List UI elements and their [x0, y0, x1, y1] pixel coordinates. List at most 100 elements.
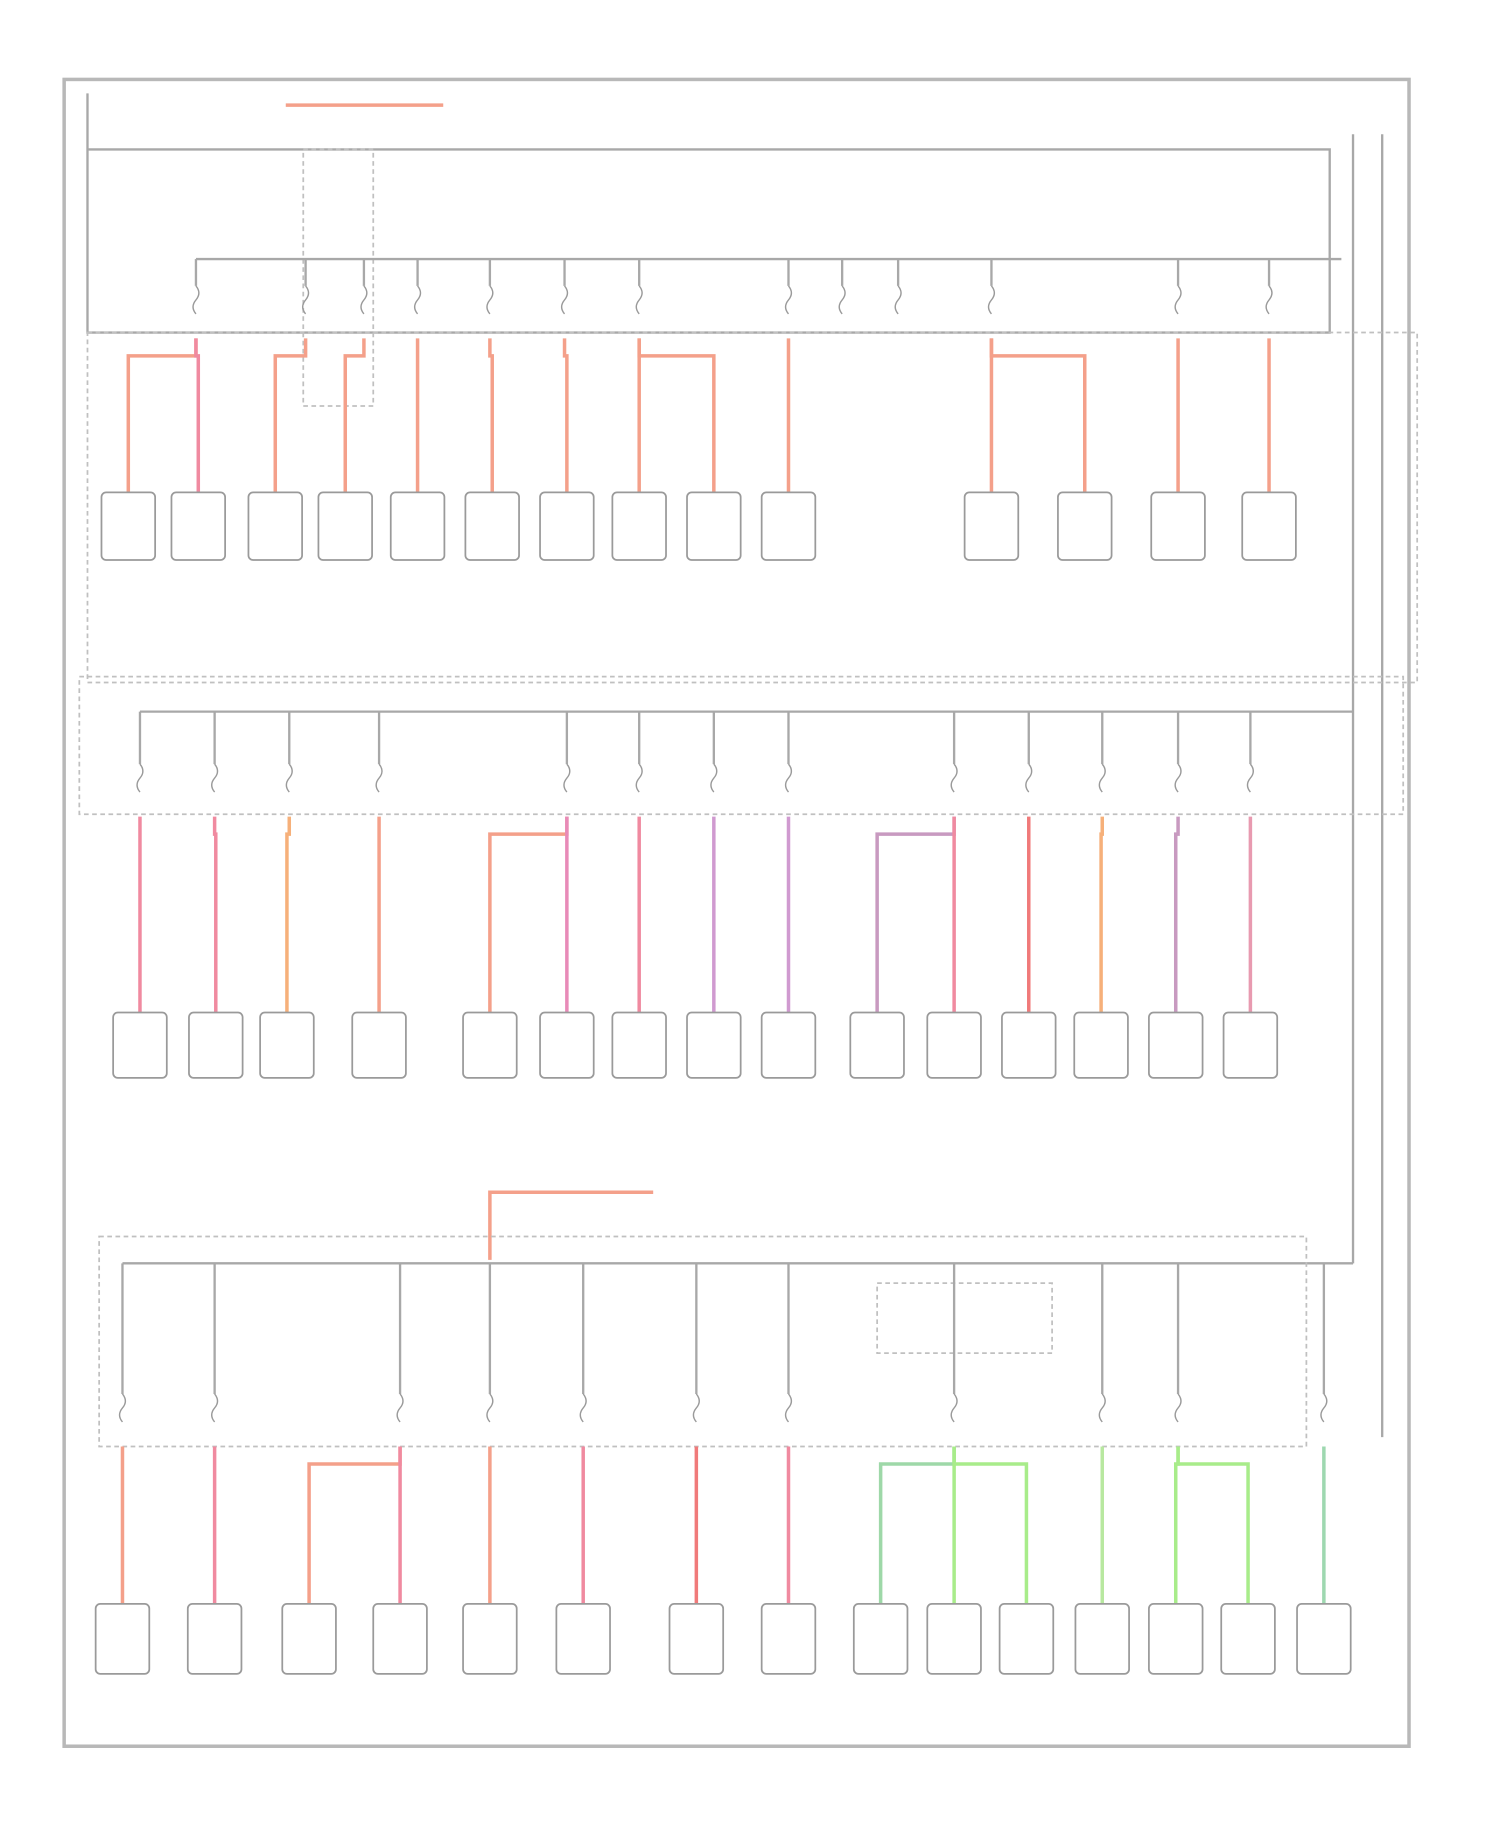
wire: [273, 338, 308, 493]
fuse: [486, 1393, 494, 1423]
component: [351, 1011, 407, 1079]
component: [555, 1603, 611, 1675]
fuse: [710, 763, 718, 793]
fuse: [784, 285, 793, 315]
fuse: [950, 763, 958, 793]
component: [760, 1011, 817, 1079]
component: [611, 1011, 667, 1079]
fuse: [413, 285, 422, 315]
fuse: [635, 763, 643, 793]
battery-feed: [86, 93, 1331, 334]
fuse: [1265, 285, 1273, 315]
fuse: [211, 763, 219, 793]
fuse: [950, 1393, 958, 1423]
component: [112, 1011, 168, 1079]
component: [1148, 1011, 1204, 1079]
wire: [194, 338, 201, 493]
fuse: [1174, 285, 1182, 315]
fuse-block: [86, 331, 1419, 684]
component: [462, 1011, 518, 1079]
component: [1148, 1603, 1204, 1675]
relay-outline: [302, 148, 375, 407]
wire: [952, 1446, 1029, 1604]
fuse: [1246, 763, 1255, 793]
component: [668, 1603, 725, 1675]
wire: [1099, 816, 1105, 1013]
component: [100, 491, 157, 561]
wire: [878, 1446, 956, 1604]
component: [462, 1603, 518, 1675]
diagram-frame: [62, 77, 1411, 1748]
component: [760, 491, 817, 561]
wire: [1176, 1446, 1250, 1604]
fuse: [136, 763, 144, 793]
wire: [562, 338, 569, 493]
fuse: [560, 285, 569, 315]
component: [963, 491, 1020, 561]
fuse: [375, 763, 383, 793]
component: [1057, 491, 1113, 561]
component: [247, 491, 303, 561]
component: [372, 1603, 428, 1675]
fuse-block: [98, 1235, 1308, 1448]
fuse: [301, 285, 310, 315]
component: [94, 1603, 151, 1675]
component: [852, 1603, 909, 1675]
wire: [307, 1446, 402, 1604]
wire: [285, 816, 292, 1013]
fuse: [563, 763, 571, 793]
fuse: [692, 1393, 700, 1423]
fuse-block: [78, 675, 1405, 816]
wire: [989, 338, 1087, 493]
component: [539, 1011, 595, 1079]
wire: [343, 338, 366, 493]
fuse: [486, 285, 494, 315]
fuse: [360, 285, 368, 315]
main-feed: [1351, 134, 1384, 1438]
component: [1001, 1011, 1057, 1079]
component: [1073, 1011, 1129, 1079]
wire: [488, 338, 494, 493]
feed-wire: [488, 1190, 654, 1260]
component: [1222, 1011, 1279, 1079]
component: [1074, 1603, 1130, 1675]
wire: [875, 816, 956, 1013]
component: [170, 491, 226, 561]
component: [186, 1603, 243, 1675]
component: [1296, 1603, 1352, 1675]
fuse: [635, 285, 643, 315]
wire: [637, 338, 716, 493]
fuse: [784, 1393, 793, 1423]
component: [611, 491, 667, 561]
component: [998, 1603, 1055, 1675]
component: [1241, 491, 1297, 561]
fuse: [118, 1393, 127, 1423]
fuse: [1098, 763, 1106, 793]
component: [1220, 1603, 1276, 1675]
component: [188, 1011, 244, 1079]
relay-outline: [876, 1282, 1053, 1355]
fuse: [579, 1393, 587, 1423]
fuse: [1098, 1393, 1106, 1423]
component: [281, 1603, 337, 1675]
component: [389, 491, 446, 561]
fuse: [1174, 1393, 1182, 1423]
component: [686, 1011, 742, 1079]
fuse: [285, 763, 293, 793]
wire: [126, 338, 198, 493]
fuse: [1025, 763, 1033, 793]
fuse: [211, 1393, 219, 1423]
wire: [1173, 1446, 1180, 1604]
component: [686, 491, 742, 561]
wire: [212, 816, 218, 1013]
fuse: [1320, 1393, 1328, 1423]
fuse: [838, 285, 846, 315]
fuse: [1174, 763, 1182, 793]
fuse: [396, 1393, 404, 1423]
wire: [1173, 816, 1180, 1013]
component: [849, 1011, 905, 1079]
fuse: [894, 285, 902, 315]
fuse: [987, 285, 996, 315]
